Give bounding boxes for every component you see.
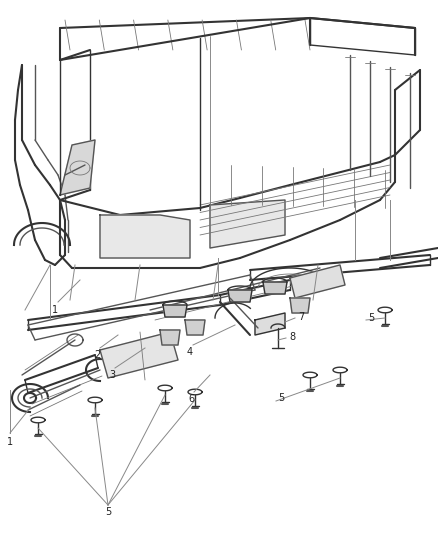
Polygon shape xyxy=(185,320,205,335)
Text: 5: 5 xyxy=(105,507,111,517)
Polygon shape xyxy=(290,298,310,313)
Polygon shape xyxy=(163,305,187,317)
Polygon shape xyxy=(228,290,252,302)
Polygon shape xyxy=(100,215,190,258)
Text: 1: 1 xyxy=(7,437,13,447)
Polygon shape xyxy=(210,200,285,248)
Text: 7: 7 xyxy=(298,312,304,322)
Text: 6: 6 xyxy=(188,394,194,404)
Text: 4: 4 xyxy=(187,347,193,357)
Polygon shape xyxy=(100,332,178,378)
Text: 2: 2 xyxy=(94,350,100,360)
Polygon shape xyxy=(290,265,345,298)
Text: 5: 5 xyxy=(368,313,374,323)
Text: 3: 3 xyxy=(109,370,115,380)
Polygon shape xyxy=(263,282,287,294)
Text: 1: 1 xyxy=(52,305,58,315)
Polygon shape xyxy=(160,330,180,345)
Polygon shape xyxy=(255,313,285,335)
Polygon shape xyxy=(60,140,95,195)
Text: 8: 8 xyxy=(289,332,295,342)
Text: 5: 5 xyxy=(278,393,284,403)
